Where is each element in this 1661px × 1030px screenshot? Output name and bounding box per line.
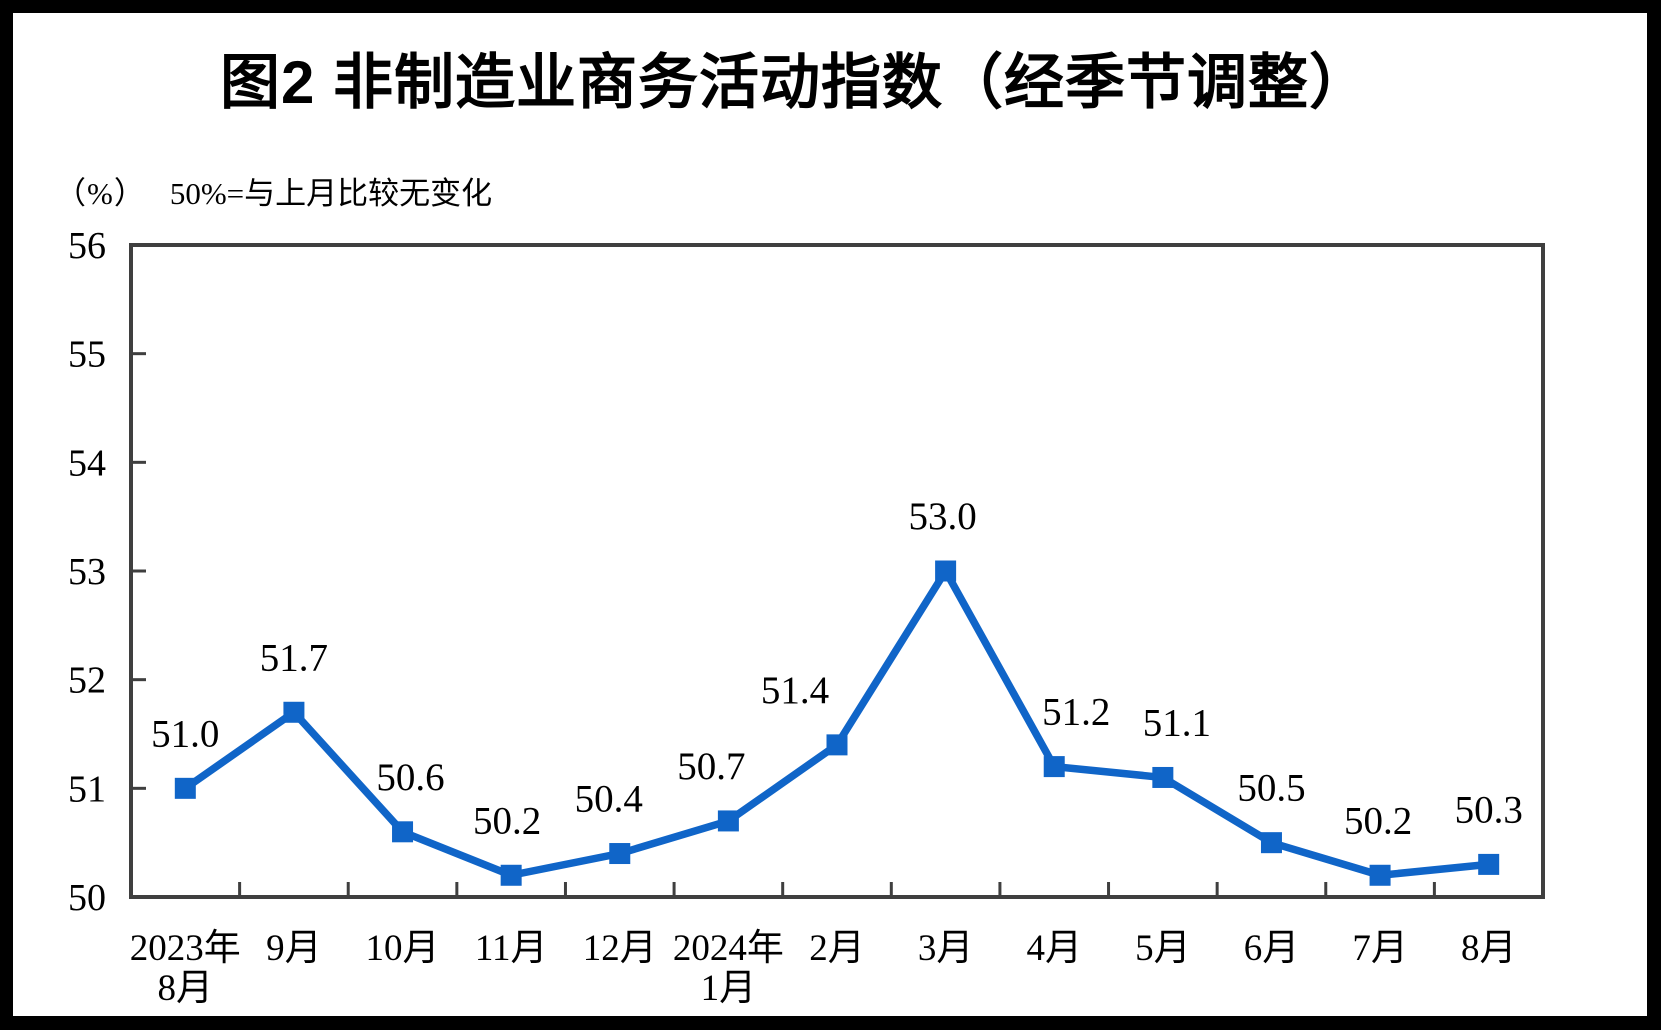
data-point-label: 50.4 — [575, 778, 643, 821]
data-point-label: 50.6 — [376, 756, 444, 799]
data-point-marker — [935, 560, 957, 582]
x-axis-category-label: 5月 — [1135, 928, 1191, 969]
data-point-label: 51.0 — [151, 712, 219, 755]
data-point-marker — [174, 777, 196, 799]
x-axis-category-label: 2023年 — [130, 927, 241, 969]
y-axis-tick-label: 54 — [68, 442, 106, 484]
data-point-label: 51.1 — [1143, 701, 1211, 744]
reference-level-note: 50%=与上月比较无变化 — [169, 176, 493, 211]
data-point-marker — [1478, 853, 1500, 875]
x-axis-category-label: 11月 — [475, 928, 548, 969]
y-axis-tick-label: 52 — [68, 660, 106, 702]
data-point-marker — [1043, 756, 1065, 778]
x-axis-category-label: 2024年 — [673, 927, 784, 969]
data-point-marker — [717, 810, 739, 832]
data-point-marker — [392, 821, 414, 843]
y-axis-tick-label: 53 — [68, 551, 106, 593]
data-point-label: 53.0 — [908, 495, 976, 538]
data-point-label: 50.7 — [677, 745, 745, 788]
x-axis-category-label: 8月 — [158, 968, 214, 1009]
data-point-label: 50.5 — [1237, 767, 1305, 810]
data-point-label: 51.2 — [1042, 691, 1110, 734]
y-axis-tick-label: 50 — [68, 877, 106, 919]
data-point-label: 50.2 — [1344, 799, 1412, 842]
data-point-label: 50.3 — [1455, 788, 1523, 831]
data-point-marker — [1369, 864, 1391, 886]
data-point-label: 51.4 — [761, 669, 829, 712]
x-axis-category-label: 7月 — [1352, 928, 1408, 969]
data-point-marker — [1260, 832, 1282, 854]
y-axis-tick-label: 55 — [68, 334, 106, 376]
data-point-label: 50.2 — [473, 799, 541, 842]
chart-figure: 图2 非制造业商务活动指数（经季节调整） （%） 50%=与上月比较无变化 — [13, 13, 1647, 1016]
data-point-label: 51.7 — [260, 636, 328, 679]
x-axis-category-label: 8月 — [1461, 928, 1517, 969]
x-axis-category-label: 4月 — [1026, 928, 1082, 969]
x-axis-category-label: 12月 — [583, 928, 657, 969]
x-axis-category-label: 9月 — [266, 928, 322, 969]
x-axis-category-label: 2月 — [809, 928, 865, 969]
chart-title: 图2 非制造业商务活动指数（经季节调整） — [219, 49, 1371, 116]
y-axis-tick-label: 56 — [68, 225, 106, 267]
x-axis-category-label: 6月 — [1244, 928, 1300, 969]
plot-area-box — [129, 243, 1545, 899]
data-point-marker — [826, 734, 848, 756]
data-point-marker — [609, 843, 631, 865]
x-axis-category-label: 1月 — [701, 968, 757, 1009]
data-point-marker — [283, 701, 305, 723]
series-line — [183, 563, 1490, 880]
x-axis-category-label: 3月 — [918, 928, 974, 969]
x-axis-category-label: 10月 — [366, 928, 440, 969]
data-point-marker — [500, 864, 522, 886]
y-axis-unit-label: （%） — [55, 176, 146, 211]
axis-note: （%） 50%=与上月比较无变化 — [55, 168, 492, 213]
data-point-marker — [1152, 766, 1174, 788]
y-axis-tick-label: 51 — [68, 768, 106, 810]
